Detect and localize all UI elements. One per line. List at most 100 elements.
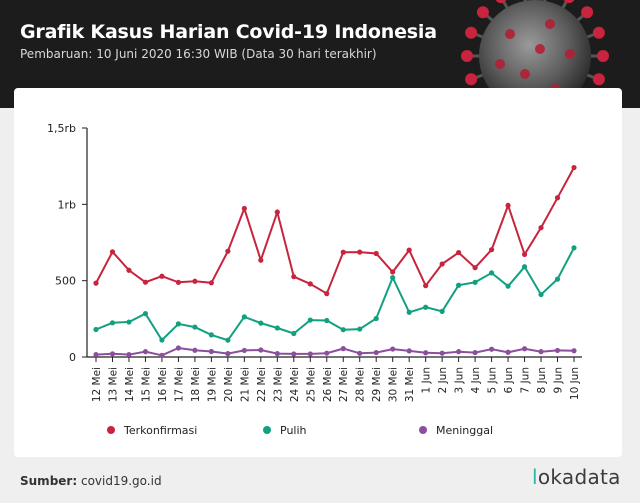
data-point[interactable] [93,280,99,286]
data-point[interactable] [571,348,577,354]
data-point[interactable] [307,317,313,323]
data-point[interactable] [126,267,132,273]
data-point[interactable] [324,317,330,324]
data-point[interactable] [93,351,99,358]
data-point[interactable] [93,326,99,333]
data-point[interactable] [357,249,363,255]
data-point[interactable] [159,273,165,279]
data-point[interactable] [439,308,445,314]
logo-prefix: l [532,465,538,489]
data-point[interactable] [109,320,116,326]
data-point[interactable] [159,352,165,358]
data-point[interactable] [406,247,412,253]
data-point[interactable] [225,248,231,254]
data-point[interactable] [142,311,149,317]
data-point[interactable] [488,247,495,253]
data-point[interactable] [142,279,149,285]
data-point[interactable] [258,257,264,263]
data-point[interactable] [241,314,247,320]
data-point[interactable] [357,350,363,356]
data-point[interactable] [390,346,396,352]
data-point[interactable] [159,337,165,343]
data-point[interactable] [521,264,528,270]
data-point[interactable] [439,350,445,356]
data-point[interactable] [241,347,247,354]
data-point[interactable] [258,347,264,353]
data-point[interactable] [274,325,280,331]
data-point[interactable] [109,351,116,357]
data-point[interactable] [456,249,462,256]
data-point[interactable] [192,278,198,284]
data-point[interactable] [175,279,182,285]
data-point[interactable] [554,195,561,201]
data-point[interactable] [192,347,198,353]
data-point[interactable] [390,269,396,275]
data-point[interactable] [291,330,297,337]
data-point[interactable] [423,304,429,310]
data-point[interactable] [423,283,429,289]
data-point[interactable] [521,346,528,352]
x-tick-label: 9 Jun [553,367,565,393]
data-point[interactable] [208,332,214,338]
data-point[interactable] [423,350,429,356]
data-point[interactable] [241,205,247,212]
data-point[interactable] [538,225,544,231]
data-point[interactable] [390,275,396,281]
data-point[interactable] [208,348,214,355]
data-point[interactable] [456,282,462,288]
x-tick-label: 3 Jun [454,367,466,393]
data-point[interactable] [340,249,346,255]
data-point[interactable] [373,349,379,356]
data-point[interactable] [324,350,330,356]
data-point[interactable] [439,261,445,267]
data-point[interactable] [505,283,511,289]
data-point[interactable] [126,351,132,358]
data-point[interactable] [406,309,412,315]
data-point[interactable] [340,327,346,333]
legend-item-pulih[interactable]: Pulih [263,424,307,437]
data-point[interactable] [225,337,231,343]
data-point[interactable] [406,348,412,354]
data-point[interactable] [126,319,132,325]
data-point[interactable] [373,315,379,322]
data-point[interactable] [142,349,149,355]
data-point[interactable] [521,251,528,258]
data-point[interactable] [373,250,379,257]
data-point[interactable] [307,351,313,357]
data-point[interactable] [357,326,363,332]
data-point[interactable] [175,345,182,351]
data-point[interactable] [505,202,511,209]
legend-item-terkonfirmasi[interactable]: Terkonfirmasi [107,424,197,437]
source-label: Sumber: [20,474,78,488]
data-point[interactable] [291,274,297,280]
data-point[interactable] [488,270,495,276]
data-point[interactable] [472,265,478,271]
data-point[interactable] [340,346,346,352]
data-point[interactable] [109,249,116,255]
data-point[interactable] [538,349,544,355]
page-subtitle: Pembaruan: 10 Juni 2020 16:30 WIB (Data … [20,47,377,61]
data-point[interactable] [225,351,231,357]
data-point[interactable] [208,280,214,286]
data-point[interactable] [538,291,544,298]
legend-item-meninggal[interactable]: Meninggal [419,424,493,437]
data-point[interactable] [456,349,462,355]
data-point[interactable] [472,349,478,356]
data-point[interactable] [554,347,561,354]
data-point[interactable] [488,346,495,352]
data-point[interactable] [307,281,313,287]
data-point[interactable] [291,351,297,357]
data-point[interactable] [258,320,264,326]
data-point[interactable] [571,164,577,171]
data-point[interactable] [324,291,330,297]
data-point[interactable] [192,324,198,330]
x-tick-label: 29 Mei [371,367,383,402]
data-point[interactable] [571,245,577,251]
x-tick-label: 10 Jun [569,367,581,400]
data-point[interactable] [175,321,182,327]
data-point[interactable] [505,349,511,355]
data-point[interactable] [274,351,280,357]
data-point[interactable] [472,279,478,285]
data-point[interactable] [274,209,280,215]
data-point[interactable] [554,276,561,282]
